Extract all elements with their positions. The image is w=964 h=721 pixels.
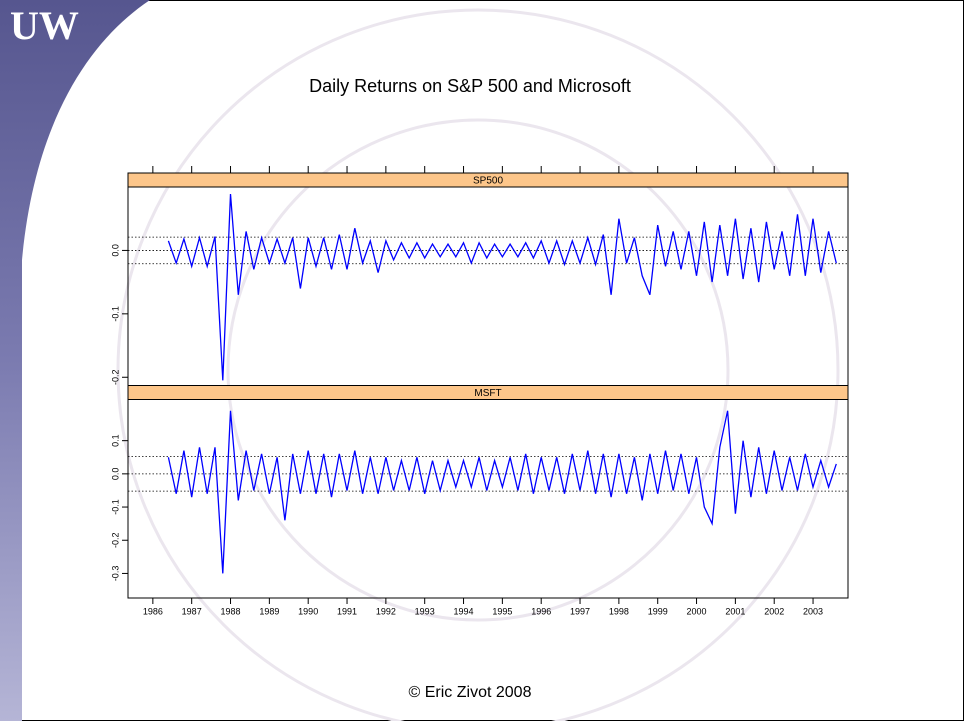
x-tick-label: 1993 xyxy=(415,606,435,616)
x-tick-label: 2003 xyxy=(803,606,823,616)
x-tick-label: 2000 xyxy=(687,606,707,616)
x-tick-label: 1986 xyxy=(143,606,163,616)
x-tick-label: 1996 xyxy=(531,606,551,616)
y-tick-label: -0.2 xyxy=(110,369,120,385)
y-tick-label: 0.1 xyxy=(110,434,120,447)
x-tick-label: 1998 xyxy=(609,606,629,616)
x-tick-label: 2002 xyxy=(764,606,784,616)
series-line xyxy=(167,193,837,381)
panel-frame xyxy=(127,399,849,599)
y-tick-label: -0.1 xyxy=(110,499,120,515)
y-tick-label: 0.0 xyxy=(110,468,120,481)
x-tick-label: 1990 xyxy=(298,606,318,616)
x-tick-label: 1997 xyxy=(570,606,590,616)
panel-title: SP500 xyxy=(473,176,503,187)
slide-title: Daily Returns on S&P 500 and Microsoft xyxy=(309,76,631,96)
footer: © Eric Zivot 2008 xyxy=(409,684,532,701)
y-tick-label: -0.1 xyxy=(110,306,120,322)
x-tick-label: 1989 xyxy=(259,606,279,616)
x-tick-label: 1994 xyxy=(454,606,474,616)
side-band xyxy=(0,0,150,721)
y-tick-label: -0.2 xyxy=(110,532,120,548)
x-tick-label: 1992 xyxy=(376,606,396,616)
chart: SP500 -0.2 -0.1 0.0 MSFT -0.3 -0.2 -0.1 0.0 0.1 19… xyxy=(110,166,849,616)
series-line xyxy=(167,410,837,574)
y-tick-label: -0.3 xyxy=(110,566,120,582)
panel-title: MSFT xyxy=(474,388,501,399)
x-tick-label: 1991 xyxy=(337,606,357,616)
watermark-seal xyxy=(116,8,840,721)
x-tick-label: 1988 xyxy=(221,606,241,616)
logo: UW xyxy=(10,3,79,48)
x-tick-label: 1987 xyxy=(182,606,202,616)
x-tick-label: 1995 xyxy=(492,606,512,616)
x-tick-label: 2001 xyxy=(725,606,745,616)
x-tick-label: 1999 xyxy=(648,606,668,616)
y-tick-label: 0.0 xyxy=(110,244,120,257)
